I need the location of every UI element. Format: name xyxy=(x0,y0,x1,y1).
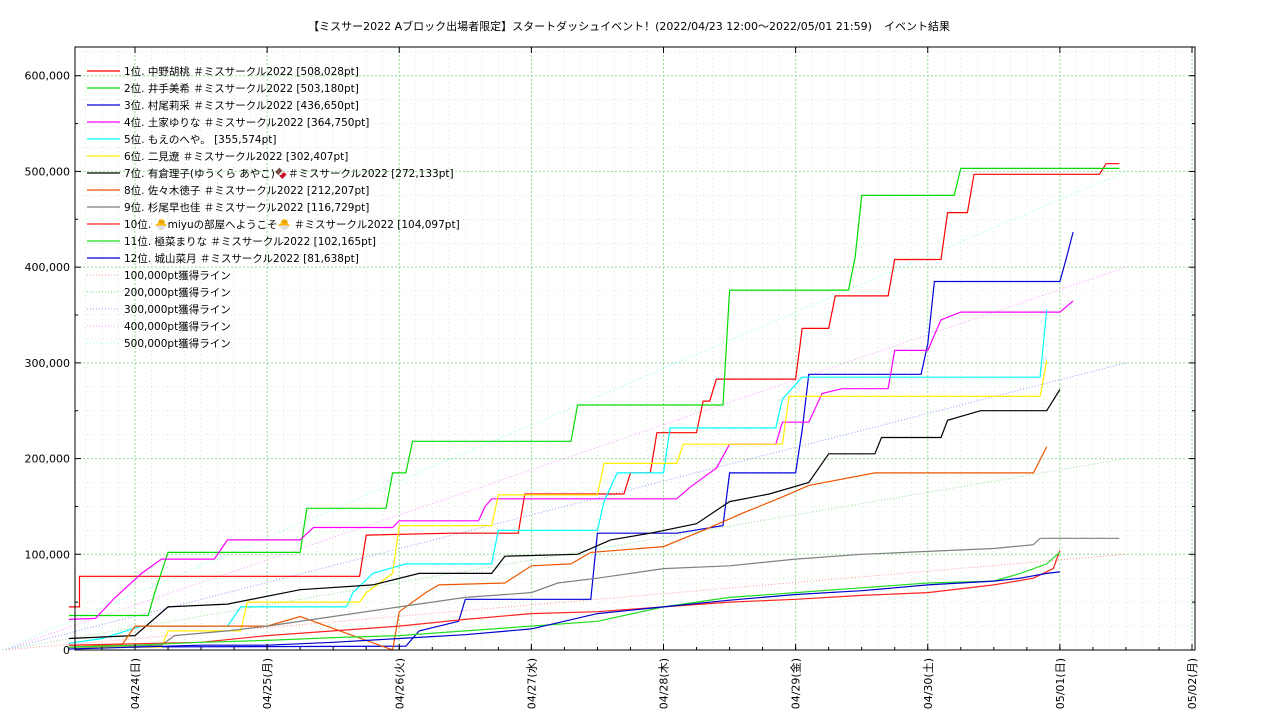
legend-label: 500,000pt獲得ライン xyxy=(124,337,231,350)
series-line xyxy=(68,551,1061,648)
legend-label: 2位. 井手美希 ＃ミスサークル2022 [503,180pt] xyxy=(124,82,359,95)
x-tick-label: 04/27(水) xyxy=(525,658,538,709)
y-tick-label: 0 xyxy=(63,644,70,657)
x-tick-label: 04/24(日) xyxy=(129,658,142,709)
axis-ticks: 0 100,000 200,000 300,000 400,000 500,000 600,… xyxy=(25,47,1199,709)
x-tick-label: 04/30(土) xyxy=(922,658,935,709)
x-tick-label: 04/28(木) xyxy=(658,658,671,709)
legend-label: 10位. 🐣miyuの部屋へようこそ🐣 ＃ミスサークル2022 [104,097… xyxy=(124,218,460,231)
reference-line xyxy=(2,458,1127,651)
series-line xyxy=(68,167,1120,617)
series-lines xyxy=(68,163,1120,651)
legend-label: 400,000pt獲得ライン xyxy=(124,320,231,333)
series-line xyxy=(68,231,1074,648)
legend-label: 12位. 城山菜月 ＃ミスサークル2022 [81,638pt] xyxy=(124,252,359,265)
y-tick-label: 100,000 xyxy=(25,548,71,561)
legend-label: 200,000pt獲得ライン xyxy=(124,286,231,299)
series-line xyxy=(68,389,1061,640)
legend-label: 9位. 杉尾早也佳 ＃ミスサークル2022 [116,729pt] xyxy=(124,201,369,214)
reference-lines xyxy=(2,170,1127,651)
legend-label: 300,000pt獲得ライン xyxy=(124,303,231,316)
series-line xyxy=(68,537,1120,648)
y-tick-label: 200,000 xyxy=(25,453,71,466)
y-tick-label: 300,000 xyxy=(25,357,71,370)
x-tick-label: 05/02(月) xyxy=(1186,658,1199,709)
x-tick-label: 04/25(月) xyxy=(261,658,274,709)
x-tick-label: 04/29(金) xyxy=(789,658,803,709)
series-line xyxy=(68,163,1120,608)
reference-line xyxy=(2,553,1126,651)
reference-line xyxy=(2,362,1127,651)
legend-label: 5位. もえのへや。 [355,574pt] xyxy=(124,133,276,146)
legend-label: 100,000pt獲得ライン xyxy=(124,269,231,282)
x-tick-label: 04/26(火) xyxy=(393,658,406,709)
legend-label: 1位. 中野胡桃 ＃ミスサークル2022 [508,028pt] xyxy=(124,65,359,78)
legend-label: 4位. 土家ゆりな ＃ミスサークル2022 [364,750pt] xyxy=(124,116,369,129)
legend-label: 7位. 有倉理子(ゆうくら あやこ)🍫＃ミスサークル2022 [272,133p… xyxy=(124,167,454,180)
series-line xyxy=(68,360,1048,648)
chart-title: 【ミスサー2022 Aブロック出場者限定】スタートダッシュイベント！(2022/… xyxy=(308,19,872,33)
y-tick-label: 500,000 xyxy=(25,165,71,178)
series-line xyxy=(68,300,1074,620)
plot-area-frame xyxy=(74,46,1196,651)
legend-label: 6位. 二見遼 ＃ミスサークル2022 [302,407pt] xyxy=(124,150,348,163)
series-line xyxy=(68,309,1048,644)
x-tick-label: 05/01(日) xyxy=(1054,658,1067,709)
chart-subtitle: イベント結果 xyxy=(884,19,950,33)
series-line xyxy=(68,446,1048,651)
legend: 1位. 中野胡桃 ＃ミスサークル2022 [508,028pt] 2位. 井手美希… xyxy=(87,65,460,350)
legend-label: 11位. 極菜まりな ＃ミスサークル2022 [102,165pt] xyxy=(124,235,376,248)
series-line xyxy=(68,571,1060,650)
y-tick-label: 600,000 xyxy=(25,70,71,83)
grid xyxy=(75,47,1195,650)
legend-label: 3位. 村尾莉采 ＃ミスサークル2022 [436,650pt] xyxy=(124,99,359,112)
legend-label: 8位. 佐々木徳子 ＃ミスサークル2022 [212,207pt] xyxy=(124,184,369,197)
y-tick-label: 400,000 xyxy=(25,261,71,274)
reference-line xyxy=(2,170,1127,651)
